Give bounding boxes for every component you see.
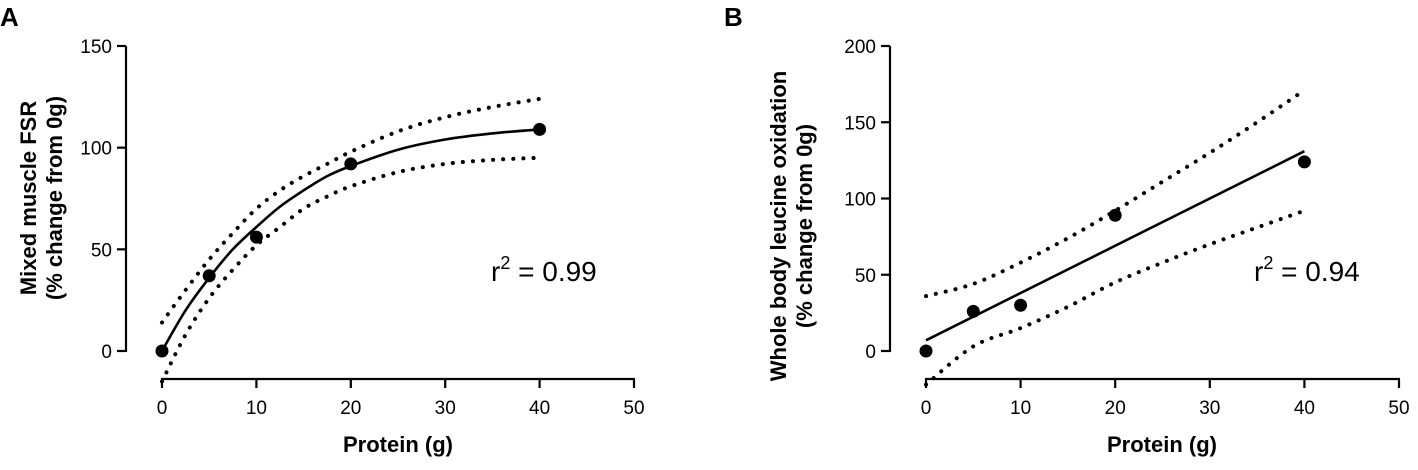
panel-b-ci-upper: [924, 88, 1307, 299]
panel-a: A 0 50 100 150 0 10 20 30 40 50 Protein (g) Mixed…: [0, 2, 645, 457]
panel-letter-a: A: [0, 2, 19, 32]
panel-a-r-squared-value: = 0.99: [510, 256, 596, 287]
panel-b-x-tick-label: 0: [921, 398, 932, 419]
panel-b-y-axis-title-line1: Whole body leucine oxidation: [766, 71, 791, 381]
panel-b-y-axis-title-line2: (% change from 0g): [792, 124, 817, 328]
panel-b-data-point: [1108, 208, 1122, 222]
panel-a-x-tick-label: 0: [157, 398, 168, 419]
panel-a-y-axis-title-line1: Mixed muscle FSR: [16, 101, 41, 296]
panel-b-r-squared: r2 = 0.94: [1254, 253, 1360, 287]
panel-a-y-tick-label: 50: [91, 240, 112, 261]
panel-b: B 0 50 100 150 200 0 10 20 30 40 50 Protein (g) Wh…: [724, 2, 1410, 457]
panel-a-x-tick-label: 50: [623, 398, 644, 419]
panel-a-ci-upper: [160, 96, 542, 325]
panel-b-data-point: [966, 304, 980, 318]
panel-a-x-tick-label: 30: [435, 398, 456, 419]
panel-b-ci-lower: [924, 208, 1307, 387]
panel-a-data-point: [344, 157, 358, 171]
panel-a-y-tick-label: 100: [80, 139, 112, 160]
panel-b-x-tick-label: 50: [1388, 398, 1409, 419]
panel-a-r-squared: r2 = 0.99: [491, 253, 597, 287]
panel-b-y-tick-label: 150: [844, 113, 876, 134]
panel-a-y-tick-label: 150: [80, 37, 112, 58]
panel-a-data-point: [202, 269, 216, 283]
panel-b-x-tick-label: 30: [1199, 398, 1220, 419]
panel-a-r-squared-symbol: r: [491, 256, 500, 287]
panel-b-plot: 0 50 100 150 200 0 10 20 30 40 50: [844, 37, 1409, 419]
panel-a-x-axis-title: Protein (g): [343, 432, 453, 457]
panel-letter-b: B: [724, 2, 743, 32]
panel-b-r-squared-symbol: r: [1254, 256, 1263, 287]
panel-b-x-tick-label: 40: [1294, 398, 1315, 419]
panel-b-data-point: [1014, 298, 1028, 312]
panel-b-data-point: [1297, 155, 1311, 169]
panel-a-y-axis-title-line2: (% change from 0g): [42, 96, 67, 300]
panel-b-x-axis-title: Protein (g): [1107, 432, 1217, 457]
panel-a-y-tick-label: 0: [101, 342, 112, 363]
panel-b-r-squared-exponent: 2: [1263, 253, 1273, 273]
panel-b-y-tick-label: 200: [844, 37, 876, 58]
panel-a-data-point: [249, 230, 263, 244]
panel-b-x-tick-label: 20: [1105, 398, 1126, 419]
panel-a-r-squared-exponent: 2: [500, 253, 510, 273]
panel-b-y-tick-label: 50: [855, 266, 876, 287]
panel-a-x-tick-label: 40: [529, 398, 550, 419]
panel-a-x-tick-label: 20: [340, 398, 361, 419]
panel-b-y-tick-label: 100: [844, 190, 876, 211]
panel-b-fit-line: [925, 150, 1305, 342]
panel-b-data-point: [919, 344, 933, 358]
panel-b-y-tick-label: 0: [865, 342, 876, 363]
panel-b-x-tick-label: 10: [1010, 398, 1031, 419]
panel-a-x-tick-label: 10: [246, 398, 267, 419]
panel-a-plot: 0 50 100 150 0 10 20 30 40 50: [80, 37, 644, 419]
panel-a-data-point: [533, 122, 547, 136]
panel-a-ci-lower: [160, 155, 542, 384]
panel-b-r-squared-value: = 0.94: [1273, 256, 1359, 287]
panel-a-data-point: [155, 344, 169, 358]
